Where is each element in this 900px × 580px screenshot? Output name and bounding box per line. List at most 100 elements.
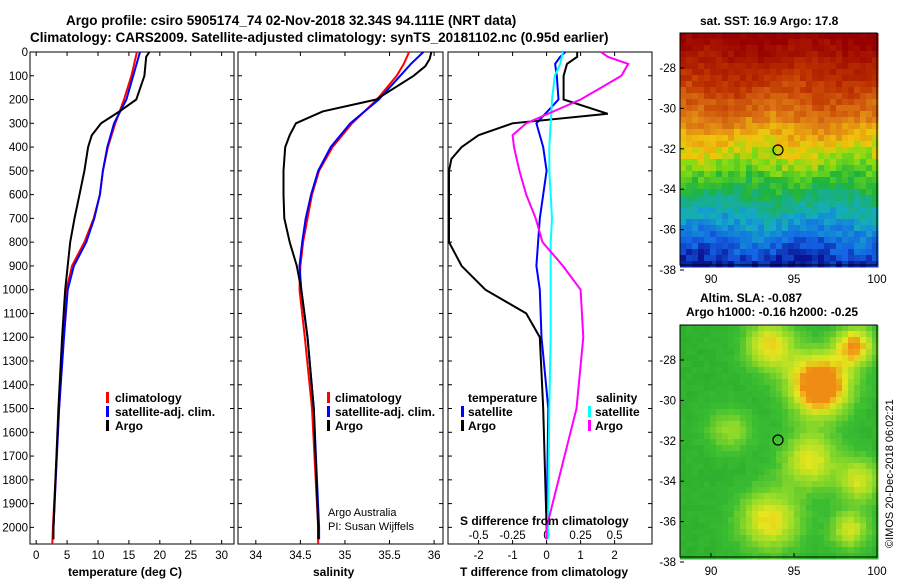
sst-cell <box>770 87 777 94</box>
sla-cell <box>860 361 867 368</box>
sla-cell <box>806 403 813 410</box>
sst-cell <box>680 45 687 52</box>
sst-cell <box>740 165 747 172</box>
sst-cell <box>866 75 873 82</box>
sst-cell <box>836 45 843 52</box>
sla-cell <box>794 493 801 500</box>
sst-cell <box>872 147 879 154</box>
sla-cell <box>686 547 693 554</box>
sst-cell <box>698 207 705 214</box>
sla-cell <box>872 469 879 476</box>
sla-cell <box>680 409 687 416</box>
sla-cell <box>830 415 837 422</box>
sla-cell <box>698 451 705 458</box>
sla-cell <box>854 343 861 350</box>
sla-cell <box>752 355 759 362</box>
xtick-label: 0 <box>33 550 39 562</box>
sla-cell <box>758 391 765 398</box>
sla-cell <box>692 463 699 470</box>
sla-cell <box>734 535 741 542</box>
sst-cell <box>746 225 753 232</box>
sst-cell <box>866 39 873 46</box>
difference-panel <box>447 51 653 545</box>
sst-cell <box>740 45 747 52</box>
sst-cell <box>788 237 795 244</box>
sst-cell <box>716 243 723 250</box>
sla-cell <box>734 523 741 530</box>
sla-cell <box>848 493 855 500</box>
sst-cell <box>830 51 837 58</box>
sst-cell <box>758 93 765 100</box>
sst-cell <box>686 213 693 220</box>
sst-cell <box>746 237 753 244</box>
sst-cell <box>770 51 777 58</box>
sst-cell <box>680 111 687 118</box>
sst-cell <box>782 189 789 196</box>
sla-cell <box>698 337 705 344</box>
sla-cell <box>776 541 783 548</box>
sla-cell <box>824 409 831 416</box>
sla-cell <box>866 427 873 434</box>
sst-cell <box>812 159 819 166</box>
sla-cell <box>776 367 783 374</box>
sla-cell <box>866 331 873 338</box>
sla-cell <box>722 547 729 554</box>
sst-cell <box>728 69 735 76</box>
sla-cell <box>776 427 783 434</box>
sla-cell <box>728 499 735 506</box>
sst-cell <box>746 255 753 262</box>
sst-cell <box>824 57 831 64</box>
sst-cell <box>824 39 831 46</box>
sla-cell <box>728 385 735 392</box>
sla-cell <box>758 541 765 548</box>
sst-cell <box>698 183 705 190</box>
sla-cell <box>860 373 867 380</box>
sst-cell <box>842 39 849 46</box>
sst-cell <box>680 231 687 238</box>
sst-cell <box>836 117 843 124</box>
sla-cell <box>836 451 843 458</box>
sst-cell <box>692 87 699 94</box>
sla-cell <box>680 493 687 500</box>
sst-cell <box>722 207 729 214</box>
sla-cell <box>860 469 867 476</box>
sla-cell <box>848 373 855 380</box>
sla-cell <box>806 397 813 404</box>
sla-cell <box>764 403 771 410</box>
sst-cell <box>758 105 765 112</box>
sla-cell <box>740 403 747 410</box>
sla-cell <box>824 433 831 440</box>
legend-climatology: climatology <box>115 391 182 405</box>
sst-cell <box>824 45 831 52</box>
sla-cell <box>776 415 783 422</box>
sla-cell <box>692 397 699 404</box>
sla-cell <box>872 331 879 338</box>
legend-mark-s-argo <box>588 420 591 431</box>
sst-cell <box>776 75 783 82</box>
sst-cell <box>734 81 741 88</box>
sst-cell <box>800 123 807 130</box>
sst-cell <box>848 75 855 82</box>
sla-cell <box>722 367 729 374</box>
sla-cell <box>698 373 705 380</box>
sst-cell <box>806 147 813 154</box>
sla-cell <box>872 451 879 458</box>
sla-cell <box>806 457 813 464</box>
sst-cell <box>710 153 717 160</box>
sst-cell <box>812 165 819 172</box>
sla-cell <box>842 517 849 524</box>
sla-cell <box>770 397 777 404</box>
sst-cell <box>872 237 879 244</box>
sla-cell <box>704 415 711 422</box>
sst-cell <box>680 153 687 160</box>
sla-cell <box>746 505 753 512</box>
sst-cell <box>704 219 711 226</box>
sla-cell <box>806 415 813 422</box>
sst-cell <box>866 51 873 58</box>
sst-cell <box>848 159 855 166</box>
sst-cell <box>734 87 741 94</box>
sst-cell <box>872 207 879 214</box>
sla-cell <box>824 373 831 380</box>
sst-cell <box>716 153 723 160</box>
s-tick-label: 0.25 <box>569 530 591 542</box>
